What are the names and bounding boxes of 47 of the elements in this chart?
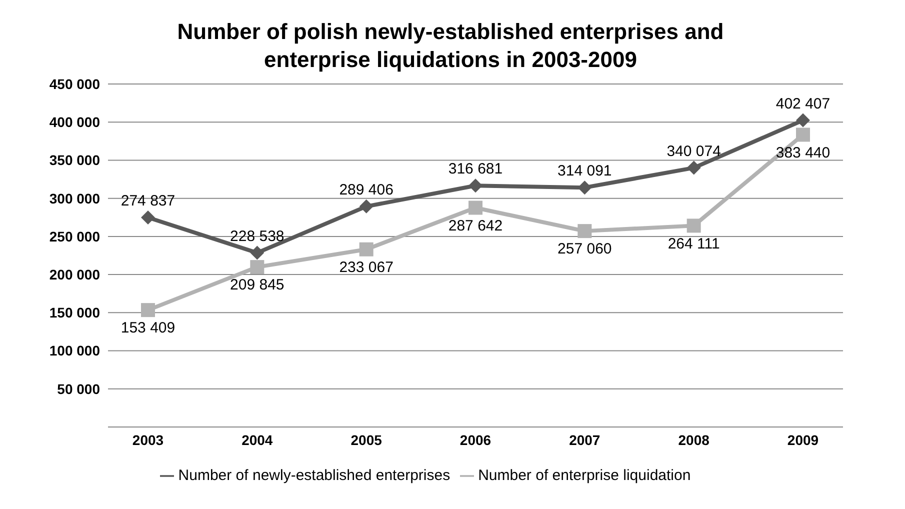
x-tick-label: 2006	[460, 432, 492, 448]
legend-label: Number of newly-established enterprises	[178, 467, 450, 484]
point	[250, 246, 264, 260]
chart-title: Number of polish newly-established enterprises and enterprise liquidations in 2003-2009	[176, 18, 725, 74]
x-tick-label: 2003	[132, 432, 164, 448]
point	[468, 200, 482, 215]
data-label: 264 111	[668, 235, 720, 252]
point	[686, 160, 701, 175]
y-tick-label: 300 000	[49, 190, 100, 206]
point	[141, 303, 155, 318]
x-tick-label: 2005	[350, 432, 382, 448]
point	[359, 242, 374, 256]
data-label: 209 845	[230, 276, 284, 294]
point	[250, 260, 264, 274]
y-tick-label: 100 000	[49, 342, 100, 359]
x-tick-label: 2004	[242, 432, 273, 448]
x-tick-label: 2007	[569, 432, 600, 448]
x-tick-label: 2009	[787, 432, 819, 448]
data-label: 287 642	[448, 217, 503, 234]
point	[796, 128, 810, 142]
point	[468, 178, 482, 193]
point	[796, 113, 810, 128]
data-label: 153 409	[120, 320, 176, 337]
y-tick-label: 200 000	[49, 266, 100, 283]
y-tick-label: 400 000	[49, 114, 100, 130]
legend-label: Number of enterprise liquidation	[478, 467, 691, 484]
y-tick-label: 50 000	[57, 380, 100, 397]
data-label: 257 060	[558, 240, 612, 258]
point	[141, 210, 155, 225]
data-label: 228 538	[230, 228, 284, 245]
y-tick-label: 350 000	[49, 152, 100, 168]
x-tick-label: 2008	[678, 432, 710, 448]
point	[578, 180, 592, 195]
data-label: 274 837	[120, 192, 176, 210]
data-label: 340 074	[666, 142, 721, 160]
data-label: 316 681	[448, 160, 503, 178]
data-label: 314 091	[558, 162, 612, 180]
data-label: 233 067	[339, 259, 394, 276]
y-tick-label: 150 000	[49, 304, 100, 321]
point	[359, 199, 374, 214]
data-label: 402 407	[776, 95, 830, 112]
data-label: 383 440	[776, 144, 830, 162]
point	[686, 218, 701, 233]
point	[578, 224, 592, 238]
data-label: 289 406	[339, 181, 394, 198]
y-tick-label: 450 000	[49, 76, 100, 92]
y-tick-label: 250 000	[49, 228, 100, 244]
